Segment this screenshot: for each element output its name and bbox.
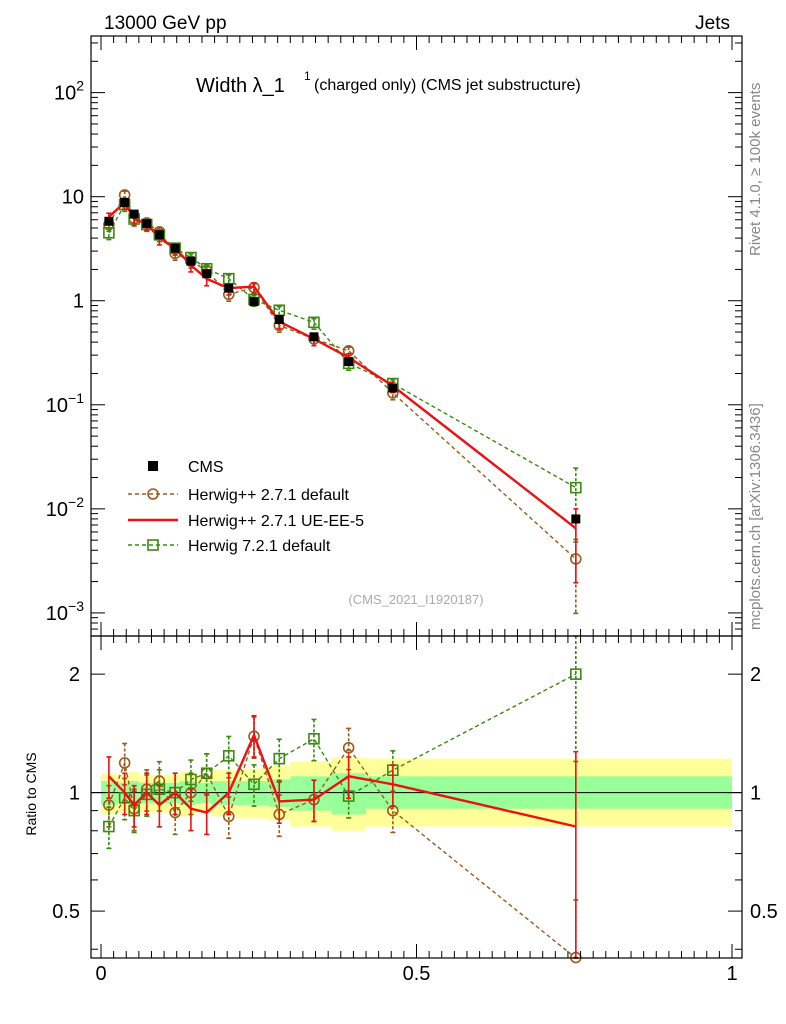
legend-marker-herwig7 [147,539,159,551]
data-point-cms [309,332,319,342]
ratio-point-herwig7 [185,773,197,786]
ratio-line-herwig7 [108,673,577,827]
ratio-point-herwig7 [248,778,260,791]
main-panel: 10−3 10−2 10−1 1 10 102 Width λ_1 1 (charged … [46,35,743,637]
data-point-cms [224,283,234,293]
main-y-tick-label: 1 [73,291,84,313]
ratio-point-herwigpp_default [118,757,131,769]
legend-marker-herwigpp_default [147,488,159,500]
data-point-herwig7 [308,316,320,329]
data-point-cms [202,269,212,279]
data-point-herwig7 [103,226,115,239]
legend-entry-cms: CMS [148,459,224,476]
ratio-series-herwigpp_default [103,716,582,964]
main-y-tick-label: 10−2 [46,494,84,521]
ratio-y-axis-label: Ratio to CMS [23,752,39,835]
ratio-y-tick-label-right: 1 [750,783,761,805]
legend-label-herwigpp_default: Herwig++ 2.7.1 default [188,487,350,504]
ratio-point-herwig7 [570,668,582,680]
ratio-point-herwigpp_default [342,741,355,754]
ratio-point-herwig7 [308,733,320,745]
analysis-watermark: (CMS_2021_I1920187) [348,592,483,607]
series-line-herwig7 [108,203,577,489]
legend-entry-herwig7: Herwig 7.2.1 default [128,538,331,555]
mcplots-source-label: mcplots.cern.ch [arXiv:1306.3436] [747,403,764,630]
ratio-point-herwig7 [103,820,115,833]
ratio-x-tick-label: 0.5 [403,963,431,985]
ratio-series-herwigpp_ueee5 [106,714,579,959]
data-point-cms [170,243,180,253]
title-rest: (charged only) (CMS jet substructure) [314,77,581,94]
data-point-herwig7 [570,481,582,494]
data-point-cms [571,514,581,524]
ratio-point-herwig7 [222,750,235,762]
header-right-label: Jets [695,13,730,34]
data-point-cms [344,357,354,367]
ratio-y-tick-label-left: 1 [69,783,80,805]
main-title: Width λ_1 1 (charged only) (CMS jet subs… [196,69,581,97]
data-point-cms [154,230,164,240]
data-point-cms [129,209,139,219]
ratio-y-tick-label-right: 2 [750,664,761,686]
ratio-point-herwig7 [200,767,213,780]
legend-entry-herwigpp_ueee5: Herwig++ 2.7.1 UE-EE-5 [128,513,364,530]
ratio-y-tick-label-left: 2 [69,664,80,686]
data-point-herwig7 [222,272,235,285]
legend-label-herwigpp_ueee5: Herwig++ 2.7.1 UE-EE-5 [188,513,364,530]
data-point-cms [388,383,398,393]
ratio-x-tick-label: 1 [726,963,737,985]
series-cms [104,197,581,524]
legend-symbol-cms [148,461,158,471]
ratio-panel: 0 0.5 1 0.5 0.5 1 1 2 2 Ratio to CMS [23,635,778,985]
data-point-cms [274,315,284,325]
ratio-x-tick-label: 0 [95,963,106,985]
ratio-y-tick-label-left: 0.5 [52,901,80,923]
legend: CMS Herwig++ 2.7.1 default Herwig++ 2.7.1 … [128,459,364,555]
header-left-label: 13000 GeV pp [104,13,227,34]
rivet-version-label: Rivet 4.1.0, ≥ 100k events [747,83,764,256]
data-point-cms [104,216,114,226]
title-superscript: 1 [304,69,311,83]
data-point-cms [186,256,196,266]
main-y-tick-label: 10−1 [46,390,84,417]
ratio-y-tick-label-right: 0.5 [750,901,778,923]
main-y-tick-label: 10−3 [46,598,84,625]
main-y-tick-label: 102 [54,78,84,105]
data-point-cms [249,297,259,307]
title-main: Width λ_1 [196,75,285,97]
main-y-tick-label: 10 [62,187,84,209]
data-point-cms [120,197,130,207]
legend-entry-herwigpp_default: Herwig++ 2.7.1 default [128,487,350,504]
legend-label-herwig7: Herwig 7.2.1 default [188,538,331,555]
legend-label-cms: CMS [188,459,224,476]
ratio-point-herwig7 [273,752,286,765]
data-point-cms [142,219,152,229]
